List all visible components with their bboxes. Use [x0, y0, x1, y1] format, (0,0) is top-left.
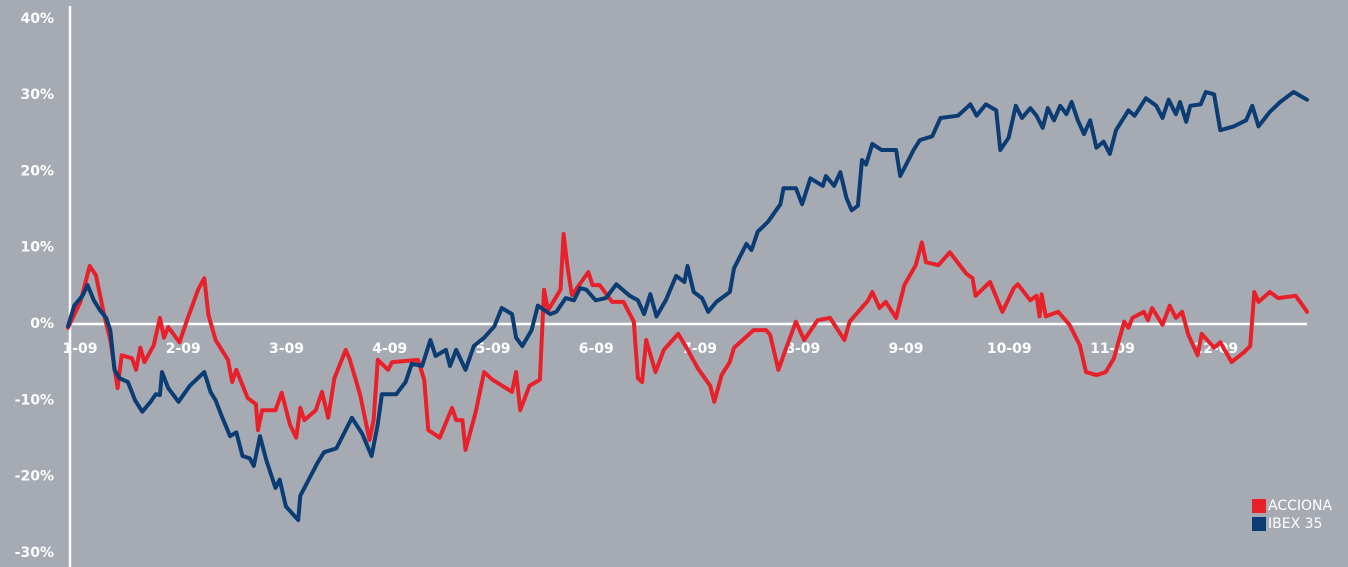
legend-label: IBEX 35 — [1268, 516, 1322, 532]
series-line — [66, 90, 1309, 523]
y-tick-label: 40% — [20, 11, 54, 27]
x-tick-label: 1-09 — [62, 341, 97, 357]
x-tick-label: 9-09 — [888, 341, 923, 357]
legend-label: ACCIONA — [1268, 498, 1333, 514]
series-line — [66, 232, 1309, 452]
legend-swatch — [1252, 517, 1266, 531]
legend-swatch — [1252, 499, 1266, 513]
x-tick-label: 4-09 — [372, 341, 407, 357]
y-tick-label: 30% — [20, 87, 54, 103]
x-tick-label: 8-09 — [785, 341, 820, 357]
y-tick-label: 10% — [20, 240, 54, 256]
x-tick-label: 11-09 — [1090, 341, 1135, 357]
y-tick-label: -10% — [15, 392, 54, 408]
x-tick-label: 2-09 — [166, 341, 201, 357]
x-tick-label: 10-09 — [987, 341, 1032, 357]
y-tick-label: 20% — [20, 163, 54, 179]
x-tick-label: 6-09 — [579, 341, 614, 357]
y-tick-label: -20% — [15, 469, 54, 485]
y-tick-label: -30% — [15, 545, 54, 561]
x-tick-label: 3-09 — [269, 341, 304, 357]
y-tick-label: 0% — [30, 316, 54, 332]
x-tick-label: 5-09 — [475, 341, 510, 357]
